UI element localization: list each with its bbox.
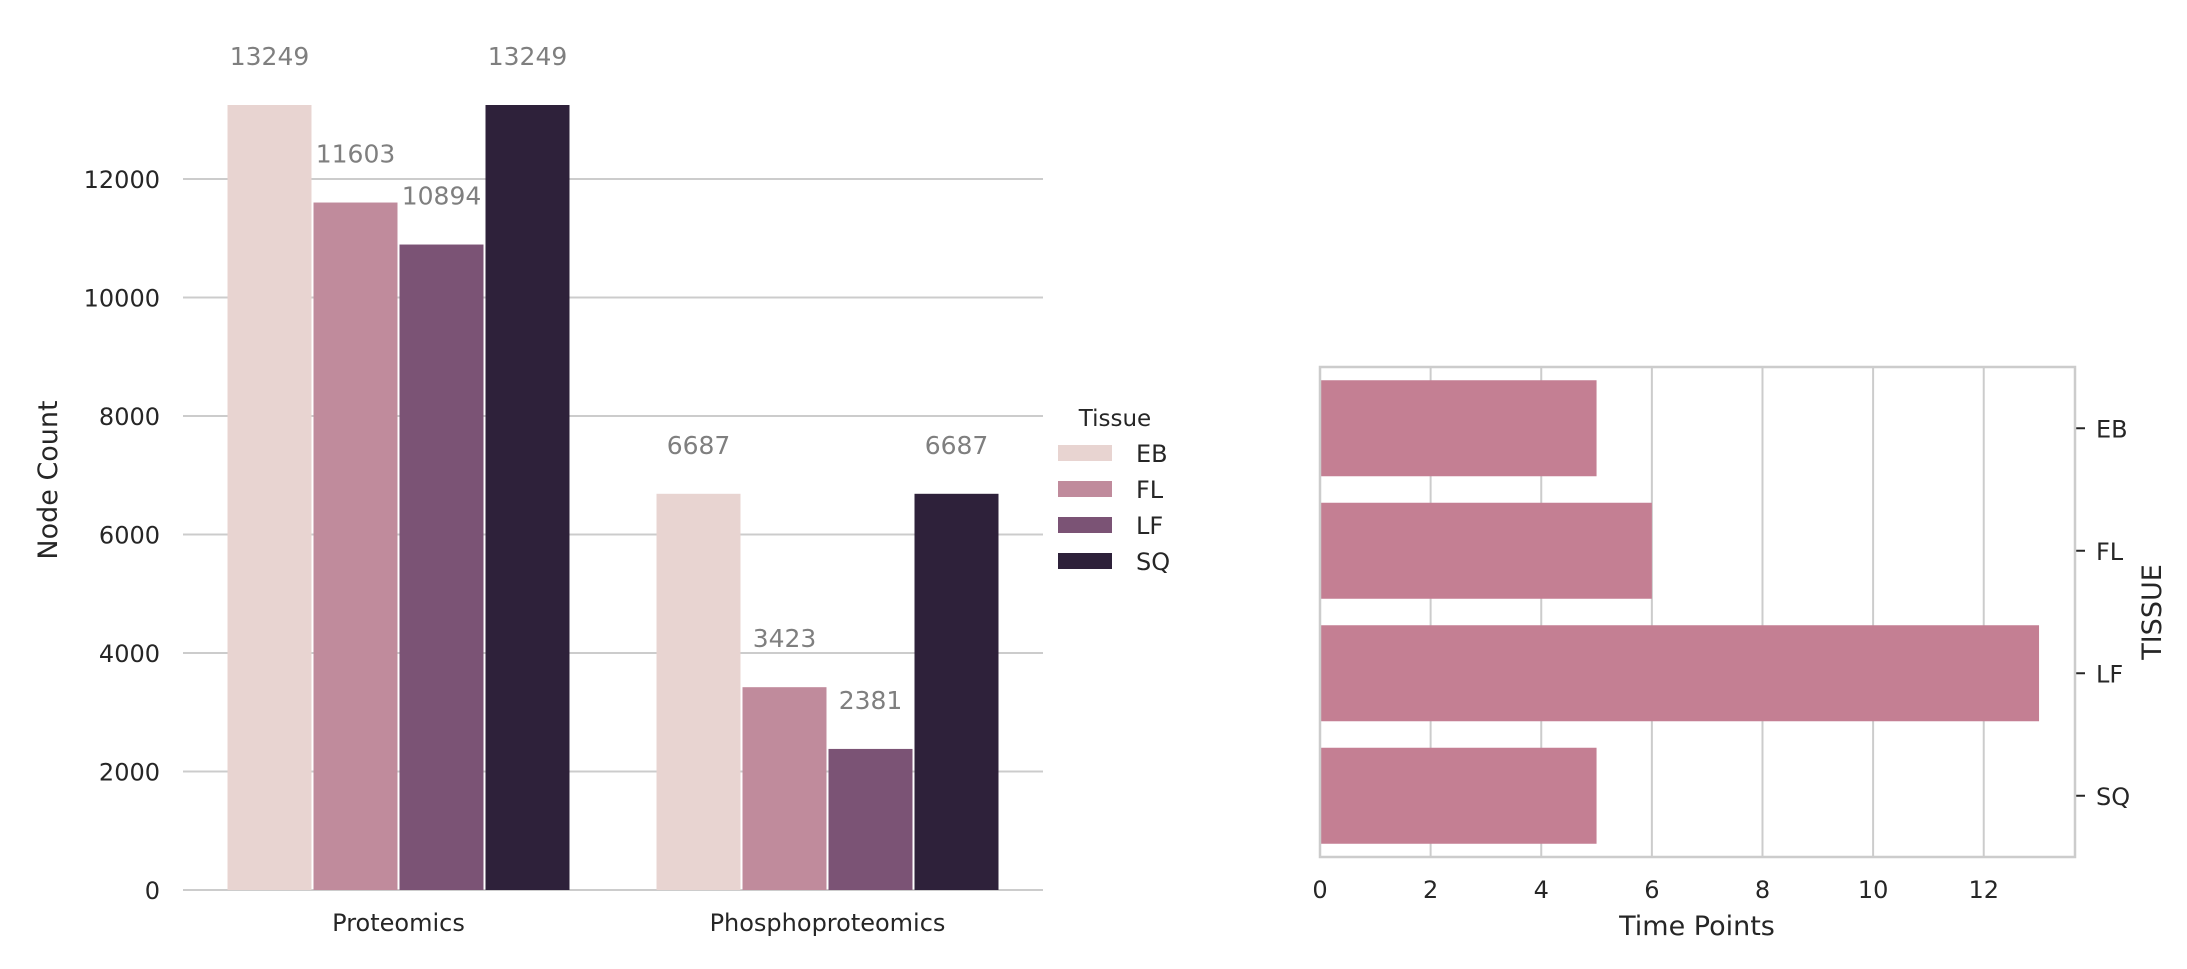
y-tick-label: EB	[2096, 415, 2128, 443]
legend-label-eb: EB	[1136, 440, 1168, 468]
y-axis-label: Node Count	[33, 400, 64, 559]
bar-sq-phosphoproteomics	[914, 493, 999, 890]
bar-value-label: 11603	[316, 140, 396, 169]
y-axis-label: TISSUE	[2137, 564, 2168, 661]
x-tick-label: 4	[1534, 876, 1549, 904]
bar-value-label: 3423	[753, 624, 817, 653]
x-tick-label: 6	[1644, 876, 1659, 904]
bar-lf-phosphoproteomics	[828, 748, 913, 890]
time-points-bar-chart: 0 2 4 6 8 10 12 EB FL LF SQ Time Points TISSUE	[1312, 365, 2168, 942]
x-tick-label: 0	[1312, 876, 1327, 904]
x-tick-label: 12	[1968, 876, 1999, 904]
legend-title: Tissue	[1078, 406, 1151, 432]
bar-fl-phosphoproteomics	[742, 687, 827, 890]
bar-sq-proteomics	[485, 105, 570, 890]
bar-fl	[1320, 502, 1652, 599]
bar-lf	[1320, 625, 2040, 722]
y-tick-label: FL	[2096, 538, 2124, 566]
tissue-legend: Tissue EB FL LF SQ	[1058, 406, 1170, 576]
bar-value-label: 6687	[667, 431, 731, 460]
bar-eb-proteomics	[227, 105, 312, 890]
y-tick-label: 6000	[99, 522, 160, 550]
plot-frame	[1318, 365, 2077, 859]
x-tick-label: 2	[1423, 876, 1438, 904]
legend-swatch-lf	[1058, 517, 1112, 533]
legend-label-fl: FL	[1136, 476, 1164, 504]
x-tick-label: Phosphoproteomics	[710, 909, 946, 937]
bar-eb-phosphoproteomics	[656, 493, 741, 890]
legend-swatch-fl	[1058, 481, 1112, 497]
legend-label-lf: LF	[1136, 512, 1163, 540]
legend-swatch-eb	[1058, 445, 1112, 461]
y-tick-label: 2000	[99, 759, 160, 787]
bar-value-label: 2381	[839, 686, 903, 715]
bar-sq	[1320, 747, 1597, 844]
y-tick-label: LF	[2096, 660, 2123, 688]
y-tick-label: 10000	[84, 285, 160, 313]
bar-value-label: 10894	[402, 182, 482, 211]
y-tick-label: 0	[145, 877, 160, 905]
y-tick-label: 4000	[99, 640, 160, 668]
x-axis-label: Time Points	[1618, 911, 1775, 942]
bar-value-label: 13249	[230, 42, 310, 71]
x-tick-label: Proteomics	[332, 909, 465, 937]
y-tick-label: 12000	[84, 166, 160, 194]
y-tick-label: SQ	[2096, 783, 2130, 811]
bar-value-label: 13249	[488, 42, 568, 71]
bar-value-label: 6687	[925, 431, 989, 460]
bar-eb	[1320, 380, 1597, 477]
bar-lf-proteomics	[399, 244, 484, 890]
x-tick-label: 10	[1858, 876, 1889, 904]
legend-swatch-sq	[1058, 553, 1112, 569]
y-tick-label: 8000	[99, 403, 160, 431]
legend-label-sq: SQ	[1136, 548, 1170, 576]
x-tick-label: 8	[1755, 876, 1770, 904]
node-count-bar-chart: 0 2000 4000 6000 8000 10000 12000 Node Count 132…	[33, 42, 1043, 937]
bar-fl-proteomics	[313, 202, 398, 891]
